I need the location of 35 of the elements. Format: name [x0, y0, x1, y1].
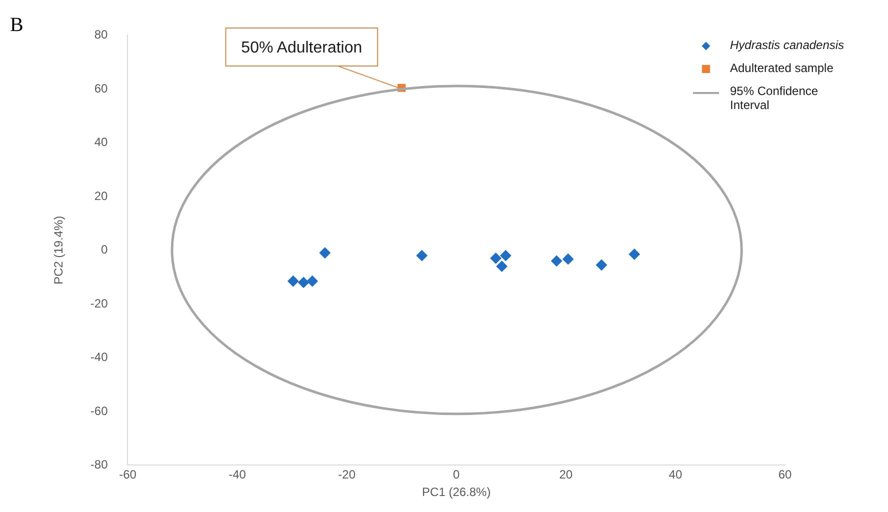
legend-label: Adulterated sample	[730, 61, 834, 75]
point	[288, 276, 299, 287]
y-axis-title: PC2 (19.4%)	[52, 216, 66, 285]
point	[416, 250, 428, 262]
x-tick-label: 40	[668, 468, 682, 482]
y-tick-label: 40	[94, 135, 108, 150]
y-tick-label: 20	[94, 188, 108, 203]
y-tick-label: -60	[90, 404, 108, 418]
point	[596, 259, 608, 270]
annotation: 95% Confidence Interval	[730, 84, 820, 112]
x-tick-label: -60	[119, 468, 137, 482]
legend-label: Hydrastis canadensis	[730, 38, 846, 52]
y-tick-label: -20	[90, 296, 108, 310]
point	[306, 276, 318, 287]
chart-title: B	[10, 14, 24, 37]
point	[562, 254, 574, 265]
x-tick-label: 20	[559, 468, 573, 482]
point	[298, 276, 310, 288]
point	[500, 250, 512, 262]
x-tick-label: 0	[453, 468, 460, 482]
point	[490, 252, 502, 264]
point	[551, 255, 562, 266]
point	[319, 247, 330, 258]
x-tick-label: -40	[228, 468, 246, 482]
y-tick-label: -80	[90, 458, 108, 472]
x-tick-label: -20	[338, 468, 356, 482]
y-tick-label: 0	[101, 242, 108, 257]
x-axis-title: PC1 (26.8%)	[422, 485, 491, 500]
y-tick-label: 60	[94, 81, 108, 96]
y-tick-label: -40	[90, 350, 108, 364]
point	[628, 248, 640, 260]
annotation: 50% Adulteration	[241, 39, 362, 56]
x-tick-label: 60	[778, 468, 792, 482]
y-tick-label: 80	[94, 28, 108, 42]
point	[496, 260, 508, 272]
